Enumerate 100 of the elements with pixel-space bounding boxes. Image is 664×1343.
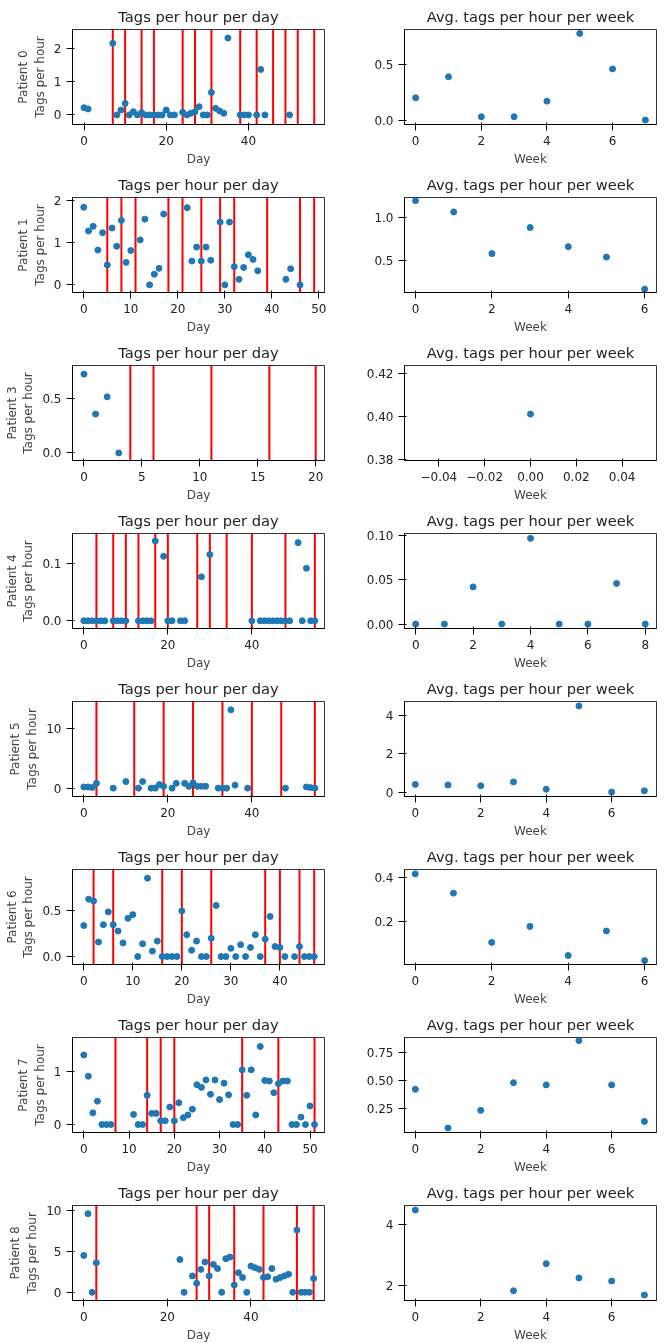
x-tick-label: 6 [584, 637, 592, 652]
x-tick-label: 20 [159, 1309, 176, 1324]
y-tick-label: 0.42 [366, 366, 394, 381]
y-tick-label: 0.0 [374, 113, 394, 128]
x-tick-label: 40 [244, 805, 260, 820]
x-axis-title: Day [186, 319, 211, 334]
y-tick-label: 0 [53, 108, 62, 123]
x-axis-title: Week [514, 1159, 547, 1174]
x-axis-title: Week [514, 151, 547, 166]
x-tick-label: 0 [411, 301, 420, 316]
chart-title: Avg. tags per hour per week [426, 7, 635, 25]
y-tick-label: 2 [385, 1278, 394, 1293]
x-axis-title: Day [186, 151, 211, 166]
y-tick-label: 4 [385, 708, 394, 723]
x-tick-label: 40 [257, 1141, 273, 1156]
x-tick-label: 2 [476, 1141, 485, 1156]
x-axis-title: Day [186, 655, 211, 670]
x-tick-label: 2 [487, 973, 496, 988]
chart-title: Tags per hour per day [117, 679, 279, 697]
x-tick-label: 20 [166, 1141, 182, 1156]
x-tick-label: 0.02 [562, 469, 590, 484]
y-tick-label: 1 [53, 75, 62, 90]
y-tick-label: 5 [53, 1244, 62, 1259]
chart-title: Avg. tags per hour per week [426, 679, 635, 697]
chart-title: Tags per hour per day [117, 343, 279, 361]
y-axis-title: Patient 1 Tags per hour [16, 204, 47, 287]
x-tick-label: 20 [170, 301, 186, 316]
y-tick-label: 0 [53, 1285, 62, 1300]
x-axis-title: Day [186, 487, 211, 502]
x-tick-label: 4 [542, 1141, 551, 1156]
x-tick-label: 10 [192, 469, 208, 484]
x-axis-title: Day [186, 1159, 211, 1174]
x-tick-label: 6 [608, 133, 617, 148]
y-axis-title: Patient 5 Tags per hour [8, 708, 40, 791]
chart-title: Tags per hour per day [117, 175, 279, 193]
x-tick-label: 50 [302, 1141, 318, 1156]
x-tick-label: 20 [158, 133, 174, 148]
x-tick-label: 0 [80, 469, 88, 484]
chart-title: Avg. tags per hour per week [426, 1015, 635, 1033]
chart-title: Tags per hour per day [117, 847, 279, 865]
y-axis-title: Patient 4 Tags per hour [4, 540, 36, 623]
x-tick-label: 2 [476, 805, 485, 820]
y-tick-label: 0.5 [42, 904, 62, 919]
x-tick-label: 4 [542, 805, 551, 820]
y-tick-label: 10 [46, 721, 62, 736]
x-tick-label: 0 [411, 1309, 420, 1324]
x-tick-label: 20 [174, 973, 190, 988]
x-tick-label: 0 [79, 1141, 88, 1156]
x-tick-label: 40 [244, 637, 260, 652]
chart-title: Avg. tags per hour per week [426, 511, 635, 529]
y-tick-label: 0.2 [374, 915, 394, 930]
x-tick-label: 4 [564, 973, 572, 988]
x-tick-label: 4 [526, 637, 535, 652]
x-axis-title: Day [186, 823, 211, 838]
x-tick-label: 15 [250, 469, 266, 484]
x-tick-label: 2 [477, 133, 486, 148]
chart-title: Avg. tags per hour per week [426, 175, 635, 193]
y-tick-label: 0 [53, 1118, 62, 1133]
y-tick-label: 2 [53, 42, 62, 57]
x-tick-label: 4 [542, 1309, 551, 1324]
x-tick-label: 6 [607, 1141, 616, 1156]
y-tick-label: 2 [53, 193, 62, 208]
y-tick-label: 0.1 [42, 557, 62, 572]
y-axis-title: Patient 0 Tags per hour [16, 36, 47, 119]
x-tick-label: 2 [476, 1309, 485, 1324]
y-axis-title: Patient 8 Tags per hour [8, 1212, 40, 1295]
y-tick-label: 4 [385, 1217, 394, 1232]
y-tick-label: 0 [53, 781, 62, 796]
y-tick-label: 1.0 [374, 210, 394, 225]
y-tick-label: 0.5 [374, 254, 394, 269]
chart-title: Avg. tags per hour per week [426, 847, 635, 865]
x-tick-label: 0 [79, 1309, 88, 1324]
x-tick-label: 40 [243, 1309, 259, 1324]
x-tick-label: 20 [160, 637, 176, 652]
x-tick-label: 40 [264, 301, 280, 316]
y-tick-label: 0.5 [42, 392, 62, 407]
x-tick-label: 0 [411, 1141, 420, 1156]
x-tick-label: 0 [80, 637, 88, 652]
y-tick-label: 1 [53, 235, 62, 250]
x-tick-label: 30 [211, 1141, 228, 1156]
x-tick-label: 10 [121, 1141, 137, 1156]
x-tick-label: 40 [272, 973, 288, 988]
x-tick-label: 6 [640, 301, 649, 316]
x-tick-label: 2 [488, 301, 496, 316]
y-tick-label: 1 [53, 1064, 62, 1079]
x-axis-title: Week [514, 823, 547, 838]
x-tick-label: 40 [240, 133, 257, 148]
x-tick-label: 0 [80, 133, 88, 148]
x-tick-label: −0.04 [420, 469, 458, 484]
x-tick-label: 0.00 [517, 469, 544, 484]
x-tick-label: 8 [641, 637, 650, 652]
y-tick-label: 0.4 [374, 871, 394, 886]
y-axis-title: Patient 3 Tags per hour [4, 372, 36, 455]
x-tick-label: 2 [469, 637, 477, 652]
chart-title: Avg. tags per hour per week [426, 1183, 635, 1201]
x-tick-label: 10 [125, 973, 141, 988]
x-tick-label: 0 [411, 133, 420, 148]
y-axis-title: Patient 7 Tags per hour [16, 1044, 47, 1127]
x-axis-title: Week [514, 319, 547, 334]
x-tick-label: 50 [311, 301, 327, 316]
